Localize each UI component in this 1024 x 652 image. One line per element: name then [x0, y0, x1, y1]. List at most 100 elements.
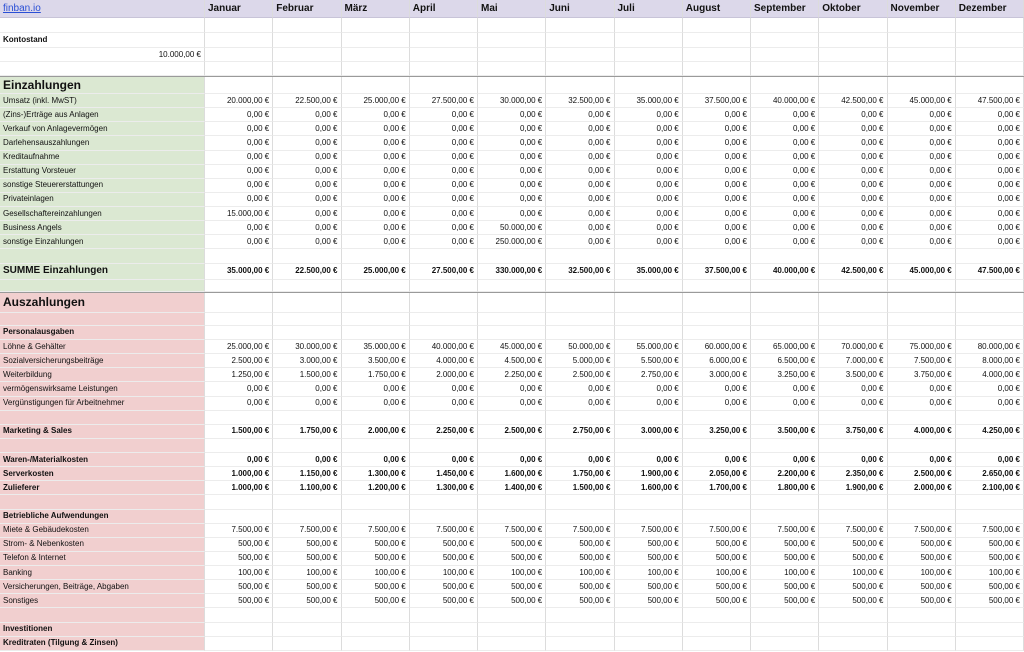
value-cell: 500,00 €: [751, 537, 820, 552]
value-cell: 0,00 €: [273, 192, 342, 207]
value-cell: 3.250,00 €: [682, 424, 751, 439]
cell: [205, 636, 274, 651]
value-cell: 70.000,00 €: [819, 340, 888, 355]
cell: [341, 495, 410, 510]
value-cell: 3.500,00 €: [341, 354, 410, 369]
cell: [341, 33, 410, 48]
value-cell: 500,00 €: [751, 551, 820, 567]
value-cell: 0,00 €: [409, 108, 478, 123]
cell: [955, 249, 1024, 264]
value-cell: 0,00 €: [614, 192, 683, 207]
value-cell: 45.000,00 €: [887, 94, 956, 109]
value-cell: 0,00 €: [273, 221, 342, 236]
cell: [478, 495, 547, 510]
label-cell: Betriebliche Aufwendungen: [0, 509, 205, 524]
value-cell: 0,00 €: [341, 150, 410, 165]
value-cell: 500,00 €: [751, 594, 820, 609]
cell: [478, 636, 547, 651]
value-cell: 500,00 €: [546, 537, 615, 552]
sheet-row: Telefon & Internet 500,00 €500,00 €500,00…: [0, 551, 1024, 567]
value-cell: 1.750,00 €: [273, 424, 342, 439]
cell: [614, 636, 683, 651]
value-cell: 4.250,00 €: [955, 424, 1024, 439]
value-cell: 4.000,00 €: [409, 354, 478, 369]
value-cell: 0,00 €: [614, 221, 683, 236]
value-cell: 0,00 €: [478, 122, 547, 137]
label-cell: [0, 249, 205, 264]
value-cell: 0,00 €: [682, 136, 751, 151]
value-cell: 1.000,00 €: [205, 467, 274, 482]
value-cell: 32.500,00 €: [546, 94, 615, 109]
cell: [341, 312, 410, 326]
sheet-row: Versicherungen, Beiträge, Abgaben 500,00 …: [0, 580, 1024, 595]
value-cell: 500,00 €: [478, 537, 547, 552]
label-cell: Investitionen: [0, 622, 205, 637]
value-cell: 45.000,00 €: [478, 340, 547, 355]
cell: [205, 18, 274, 33]
value-cell: 0,00 €: [205, 453, 274, 468]
cell: [614, 509, 683, 524]
value-cell: 0,00 €: [478, 453, 547, 468]
value-cell: 0,00 €: [546, 178, 615, 193]
value-cell: 0,00 €: [205, 122, 274, 137]
value-cell: 500,00 €: [614, 551, 683, 567]
value-cell: 3.000,00 €: [682, 368, 751, 383]
month-header: September: [751, 0, 820, 18]
brand-link[interactable]: finban.io: [3, 2, 41, 14]
cell: [887, 622, 956, 637]
cell: [751, 33, 820, 48]
sheet-row: [0, 279, 1024, 292]
value-cell: 7.500,00 €: [751, 523, 820, 538]
cell: [887, 608, 956, 623]
value-cell: 0,00 €: [819, 164, 888, 179]
value-cell: 0,00 €: [478, 192, 547, 207]
sheet-row: [0, 495, 1024, 510]
cell: [887, 410, 956, 425]
value-cell: 500,00 €: [955, 594, 1024, 609]
value-cell: 0,00 €: [819, 192, 888, 207]
label-cell: 10.000,00 €: [0, 48, 205, 62]
label-cell: [0, 608, 205, 623]
value-cell: 37.500,00 €: [682, 94, 751, 109]
cell: [614, 48, 683, 62]
cell: [205, 495, 274, 510]
value-cell: 40.000,00 €: [751, 263, 820, 280]
value-cell: 0,00 €: [751, 221, 820, 236]
sheet-row: Erstattung Vorsteuer 0,00 €0,00 €0,00 €0,…: [0, 164, 1024, 179]
value-cell: 0,00 €: [546, 136, 615, 151]
value-cell: 7.500,00 €: [273, 523, 342, 538]
value-cell: 100,00 €: [273, 566, 342, 581]
sheet-row: Sozialversicherungsbeiträge 2.500,00 €3.0…: [0, 354, 1024, 369]
value-cell: 75.000,00 €: [887, 340, 956, 355]
label-cell: Zulieferer: [0, 481, 205, 496]
value-cell: 0,00 €: [409, 192, 478, 207]
value-cell: 500,00 €: [955, 580, 1024, 595]
value-cell: 2.350,00 €: [819, 467, 888, 482]
value-cell: 100,00 €: [887, 566, 956, 581]
month-header: April: [409, 0, 478, 18]
cell: [273, 622, 342, 637]
label-cell: [0, 438, 205, 454]
value-cell: 0,00 €: [205, 164, 274, 179]
value-cell: 0,00 €: [341, 382, 410, 397]
cell: [546, 410, 615, 425]
value-cell: 32.500,00 €: [546, 263, 615, 280]
value-cell: 0,00 €: [682, 108, 751, 123]
value-cell: 1.500,00 €: [273, 368, 342, 383]
value-cell: 0,00 €: [682, 235, 751, 250]
value-cell: 37.500,00 €: [682, 263, 751, 280]
value-cell: 100,00 €: [205, 566, 274, 581]
value-cell: 1.300,00 €: [341, 467, 410, 482]
cell: [614, 622, 683, 637]
value-cell: 0,00 €: [887, 122, 956, 137]
sheet-row: Business Angels 0,00 €0,00 €0,00 €0,00 €5…: [0, 221, 1024, 236]
value-cell: 7.500,00 €: [205, 523, 274, 538]
value-cell: 40.000,00 €: [751, 94, 820, 109]
sheet-row: Gesellschaftereinzahlungen 15.000,00 €0,0…: [0, 207, 1024, 222]
value-cell: 0,00 €: [819, 235, 888, 250]
label-cell: Strom- & Nebenkosten: [0, 537, 205, 552]
label-cell: vermögenswirksame Leistungen: [0, 382, 205, 397]
sheet-row: vermögenswirksame Leistungen 0,00 €0,00 €…: [0, 382, 1024, 397]
value-cell: 40.000,00 €: [409, 340, 478, 355]
value-cell: 0,00 €: [751, 235, 820, 250]
